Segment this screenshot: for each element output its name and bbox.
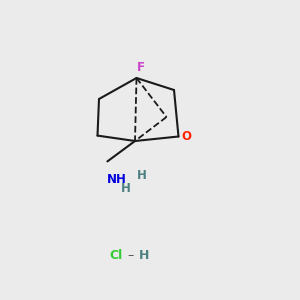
Text: Cl: Cl bbox=[110, 249, 123, 262]
Text: O: O bbox=[182, 130, 192, 143]
Text: H: H bbox=[121, 182, 131, 196]
Text: H: H bbox=[137, 169, 146, 182]
Text: –: – bbox=[128, 249, 134, 262]
Text: NH: NH bbox=[107, 172, 127, 186]
Text: H: H bbox=[139, 249, 149, 262]
Text: F: F bbox=[136, 61, 144, 74]
